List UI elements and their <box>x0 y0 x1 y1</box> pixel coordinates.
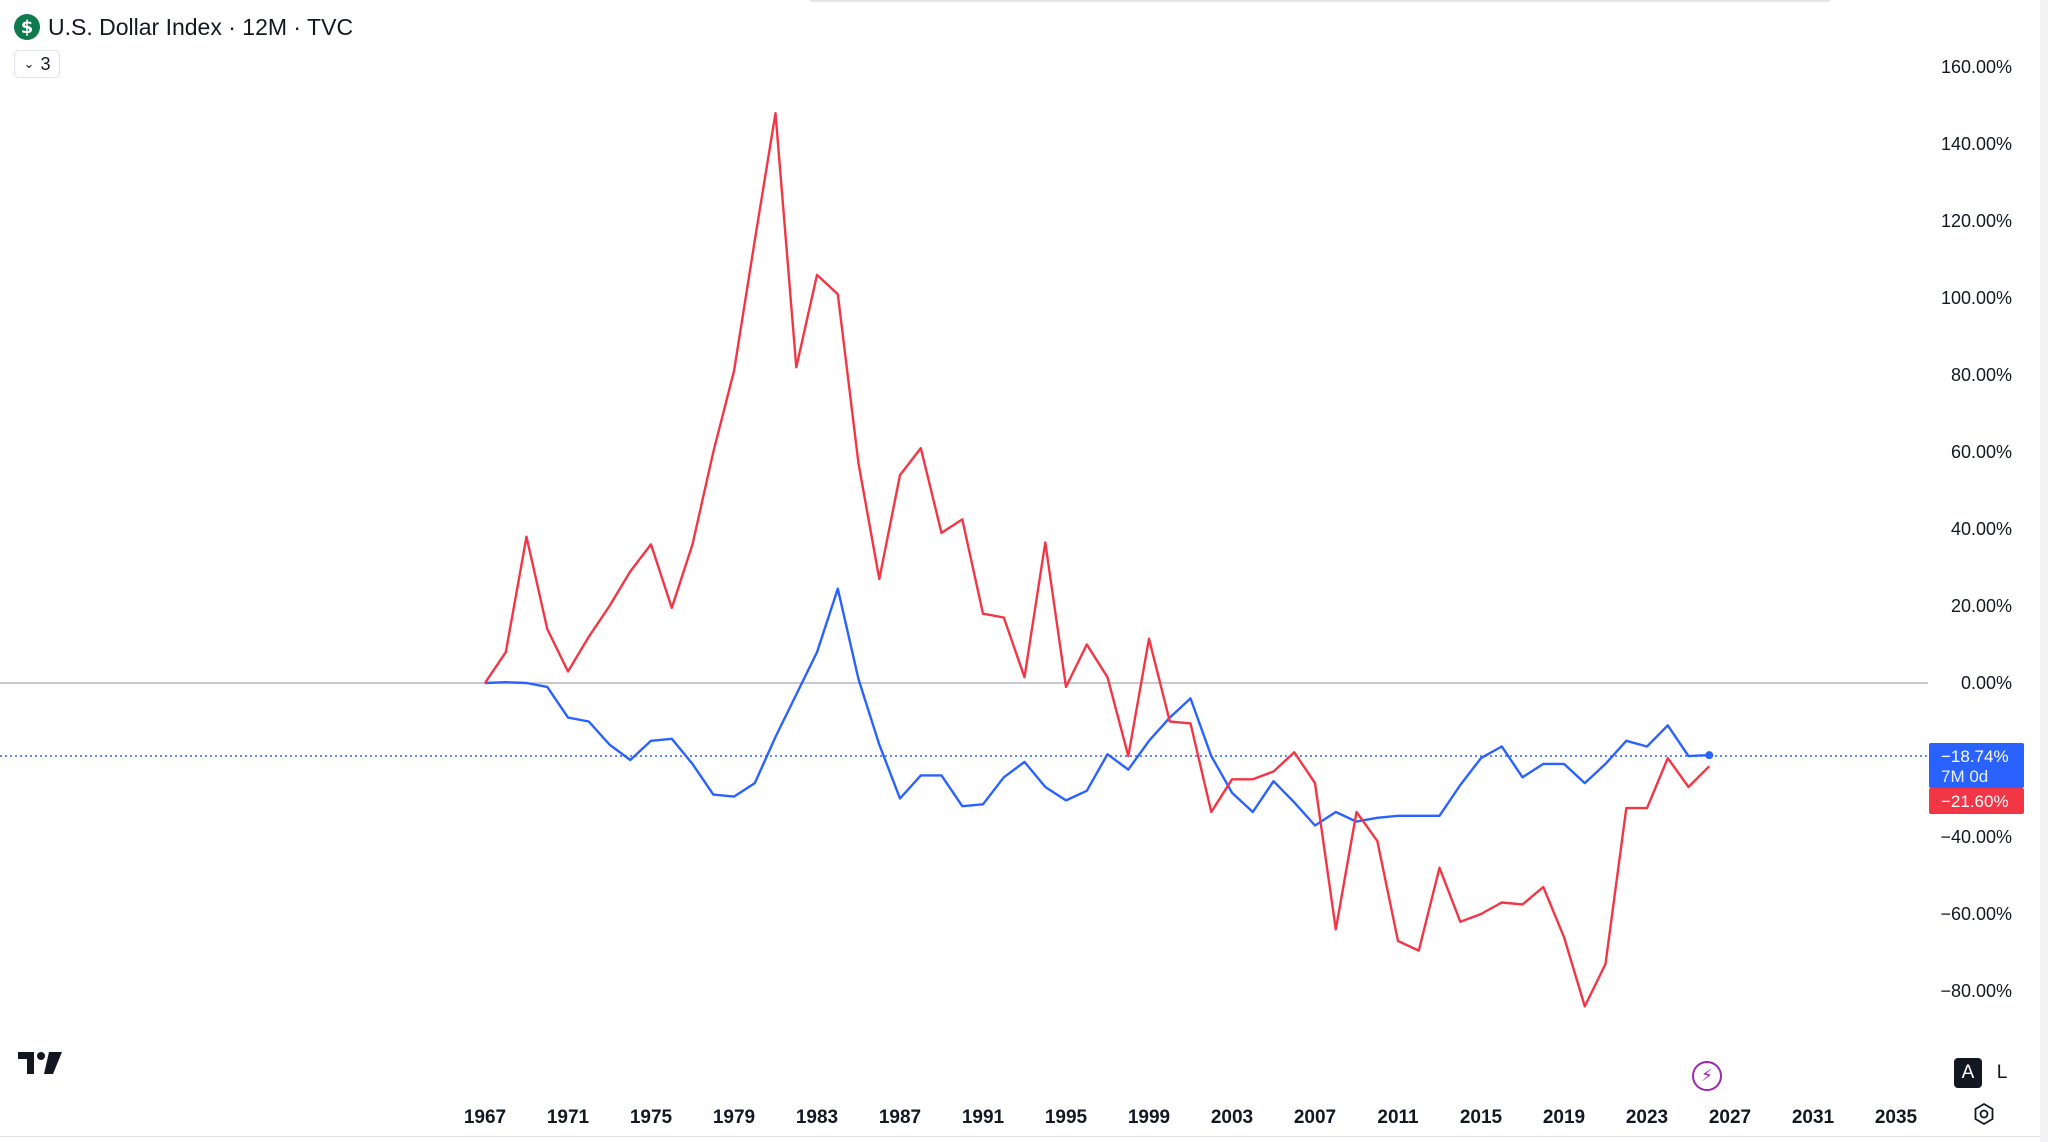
time-scale-label: 1999 <box>1128 1107 1170 1128</box>
symbol-title[interactable]: U.S. Dollar Index · 12M · TVC <box>48 13 354 40</box>
time-scale-label: 1983 <box>796 1107 838 1128</box>
time-scale-label: 2007 <box>1294 1107 1336 1128</box>
time-scale-label: 1971 <box>547 1107 590 1128</box>
price-scale-label: 60.00% <box>1951 442 2012 462</box>
auto-scale-button[interactable]: A <box>1954 1058 1982 1088</box>
lightning-icon[interactable]: ⚡ <box>1692 1061 1722 1091</box>
price-scale-label: 160.00% <box>1941 57 2012 77</box>
time-scale-label: 2035 <box>1875 1107 1918 1128</box>
gear-icon[interactable] <box>1972 1102 1996 1126</box>
time-scale-label: 1987 <box>879 1107 921 1128</box>
time-scale-label: 2015 <box>1460 1107 1503 1128</box>
time-scale-label: 1975 <box>630 1107 673 1128</box>
red-last-value-badge: −21.60% <box>1929 788 2024 814</box>
log-scale-button[interactable]: L <box>1996 1062 2008 1083</box>
indicator-count: 3 <box>40 53 51 74</box>
chart-legend-header: $ U.S. Dollar Index · 12M · TVC <box>14 12 353 42</box>
time-scale-label: 2019 <box>1543 1107 1585 1128</box>
indicators-collapse-button[interactable]: ⌄ 3 <box>14 50 60 78</box>
price-scale[interactable]: 160.00% 140.00% 120.00% 100.00% 80.00% 60.00%… <box>1940 57 2012 1001</box>
series-layer <box>484 111 1714 1008</box>
time-scale-label: 1979 <box>713 1107 755 1128</box>
price-scale-label: 0.00% <box>1961 673 2012 693</box>
price-scale-label: −40.00% <box>1940 827 2012 847</box>
time-scale-label: 2027 <box>1709 1107 1751 1128</box>
time-scale-label: 2023 <box>1626 1107 1668 1128</box>
price-scale-label: 40.00% <box>1951 519 2012 539</box>
blue-badge-countdown: 7M 0d <box>1941 767 1988 786</box>
last-point-marker <box>1705 751 1714 760</box>
dollar-sign-icon: $ <box>14 14 40 40</box>
price-scale-label: −80.00% <box>1940 981 2012 1001</box>
red-badge-value: −21.60% <box>1941 792 2009 811</box>
price-scale-label: 120.00% <box>1941 211 2012 231</box>
price-scale-label: 140.00% <box>1941 134 2012 154</box>
price-scale-label: −60.00% <box>1940 904 2012 924</box>
chevron-down-icon: ⌄ <box>23 56 35 71</box>
blue-last-value-badge: −18.74% 7M 0d <box>1929 743 2024 788</box>
price-scale-label: 80.00% <box>1951 365 2012 385</box>
time-scale-label: 2031 <box>1792 1107 1835 1128</box>
time-scale-label: 1995 <box>1045 1107 1088 1128</box>
series-line-1[interactable] <box>484 587 1710 827</box>
blue-badge-value: −18.74% <box>1941 747 2009 766</box>
series-line-2[interactable] <box>484 111 1711 1008</box>
time-scale-label: 2011 <box>1377 1107 1419 1128</box>
time-scale[interactable]: 1967 1971 1975 1979 1983 1987 1991 1995 1999 2003… <box>464 1107 1918 1128</box>
top-toolbar-shadow <box>810 0 1830 3</box>
price-scale-label: 20.00% <box>1951 596 2012 616</box>
right-edge-scroll-area <box>2040 0 2048 1142</box>
bottom-border <box>0 1136 2048 1137</box>
time-scale-label: 2003 <box>1211 1107 1253 1128</box>
price-scale-label: 100.00% <box>1941 288 2012 308</box>
time-scale-label: 1967 <box>464 1107 506 1128</box>
time-scale-label: 1991 <box>962 1107 1005 1128</box>
tradingview-logo-icon[interactable] <box>18 1050 64 1076</box>
